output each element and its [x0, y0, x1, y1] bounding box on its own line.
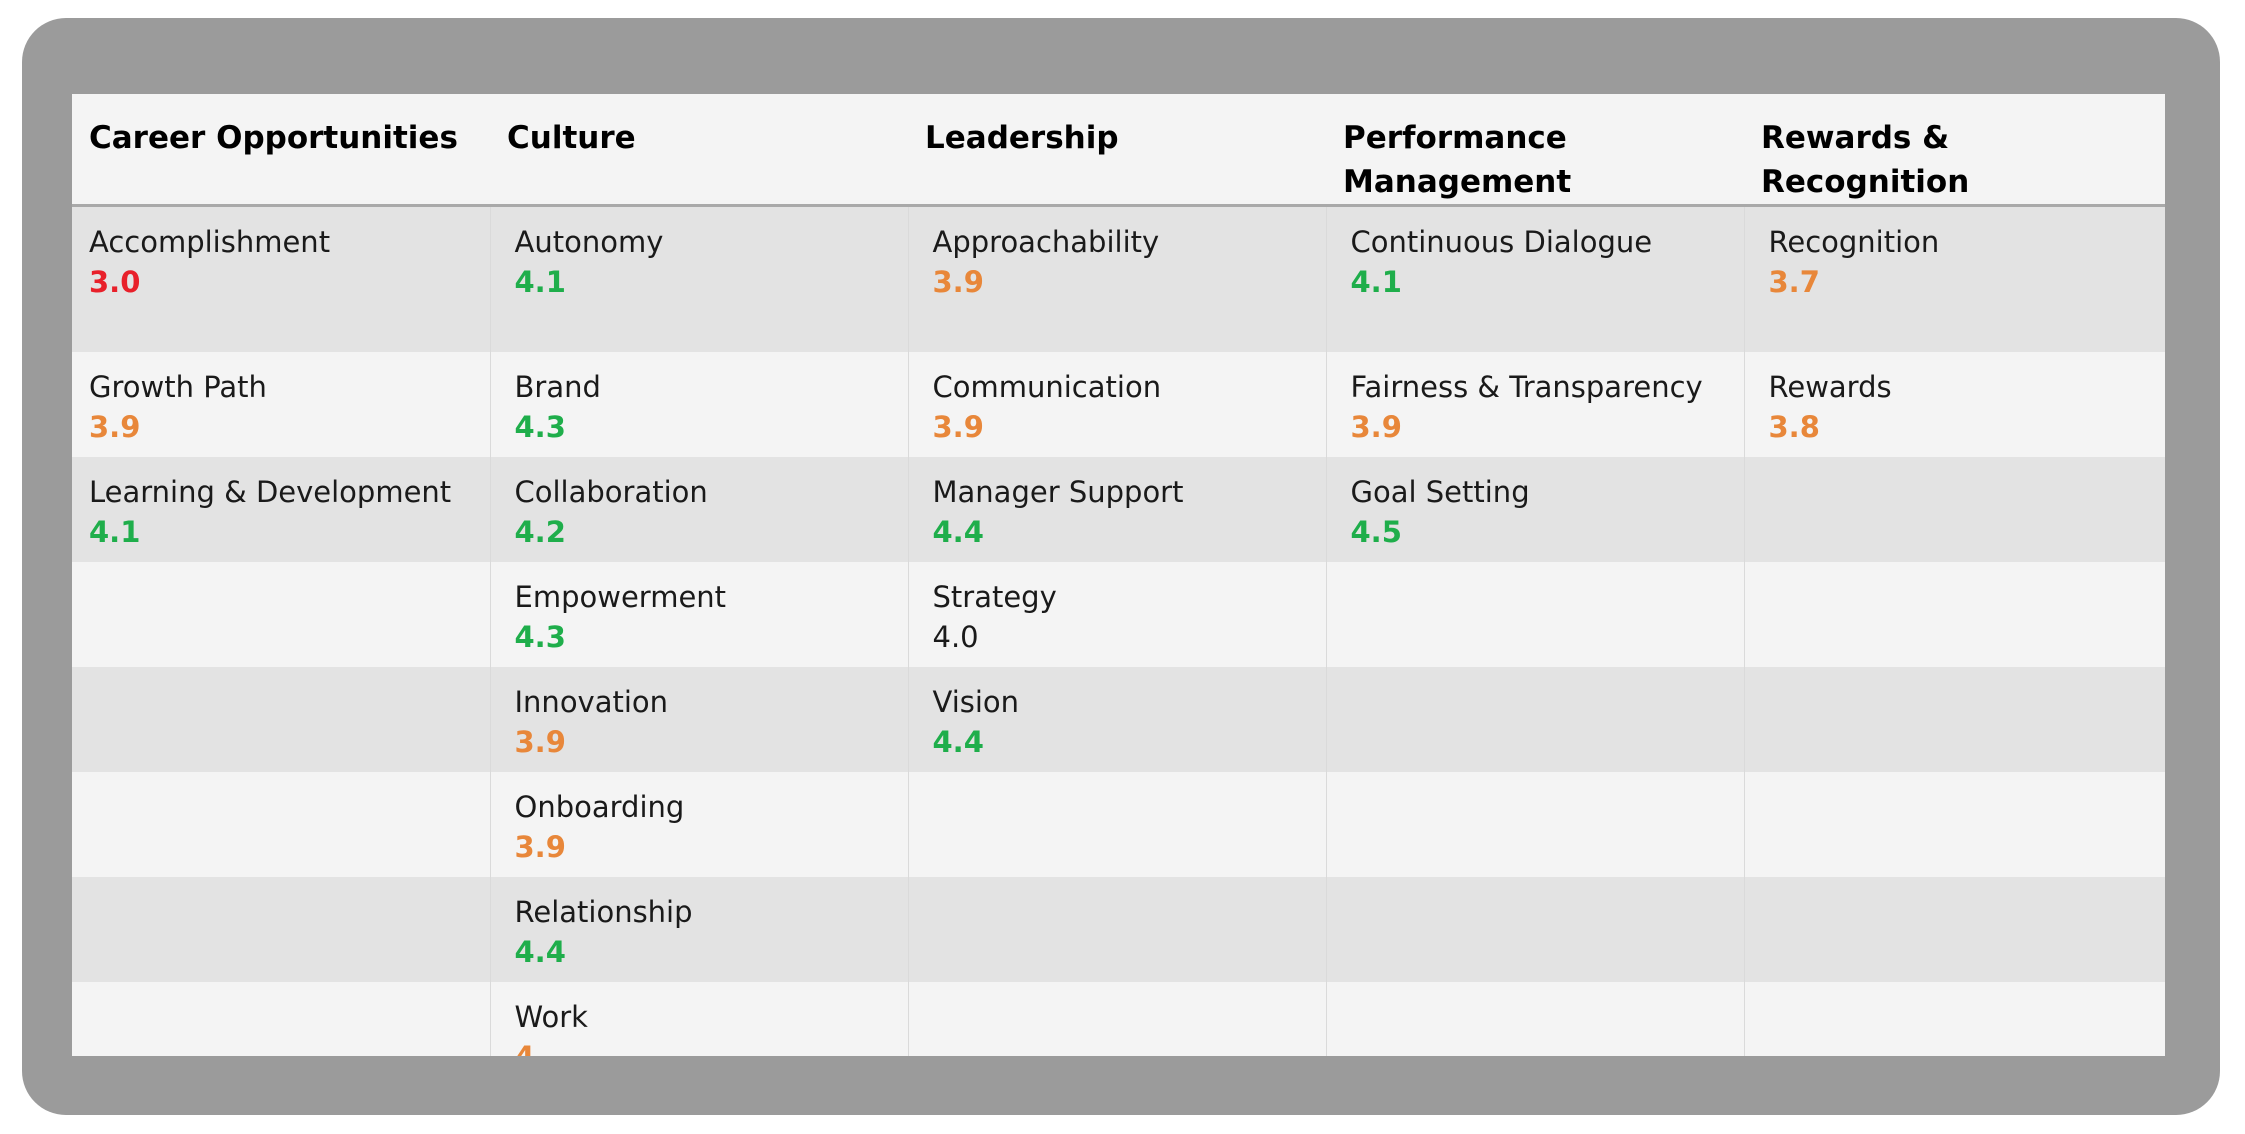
- table-row: Innovation 3.9 Vision 4.4: [72, 666, 2165, 772]
- metric-score: 3.9: [514, 724, 566, 759]
- metric-score: 3.7: [1768, 265, 1820, 299]
- table-cell: Work 4: [490, 981, 909, 1057]
- metric-label: Rewards: [1768, 369, 1892, 404]
- table-cell: Manager Support 4.4: [908, 456, 1327, 562]
- metric-score: 3.9: [514, 829, 566, 864]
- table-cell: Growth Path 3.9: [72, 351, 491, 457]
- metric-label: Empowerment: [514, 579, 727, 614]
- column-header-performance-management: Performance Management: [1326, 94, 1744, 207]
- metric-label: Goal Setting: [1350, 474, 1530, 509]
- metric-score: 4: [515, 1037, 892, 1057]
- metric-label: Recognition: [1768, 225, 1940, 259]
- metric-score: 4.3: [514, 409, 566, 444]
- metric-score: 4.1: [514, 265, 566, 299]
- table-cell: Approachability 3.9: [908, 205, 1327, 352]
- table-cell: Strategy 4.0: [908, 561, 1327, 667]
- metric-label: Continuous Dialogue: [1350, 225, 1653, 259]
- table-cell: [1744, 981, 2165, 1056]
- table-cell: [1326, 981, 1745, 1056]
- metric-score: 4.4: [932, 724, 984, 759]
- metric-label: Learning & Development: [89, 474, 452, 509]
- column-header-career-opportunities: Career Opportunities: [72, 94, 490, 207]
- metric-label: Accomplishment: [89, 225, 331, 259]
- table-cell: Recognition 3.7: [1744, 205, 2165, 352]
- table-cell: Empowerment 4.3: [490, 561, 909, 667]
- table-row: Growth Path 3.9 Brand 4.3 Communication 3.9 Fa…: [72, 351, 2165, 457]
- table-cell: Communication 3.9: [908, 351, 1327, 457]
- table-cell: Rewards 3.8: [1744, 351, 2165, 457]
- metric-score: 4.3: [514, 619, 566, 654]
- table-row: Accomplishment 3.0 Autonomy 4.1 Approachabil…: [72, 205, 2165, 352]
- metric-score: 4.5: [1350, 514, 1402, 549]
- table-cell: [1744, 666, 2165, 772]
- table-cell: Brand 4.3: [490, 351, 909, 457]
- metric-score: 3.9: [89, 409, 141, 444]
- metric-label: Vision: [932, 684, 1020, 719]
- metric-label: Work: [514, 999, 588, 1034]
- table-row: Onboarding 3.9: [72, 771, 2165, 877]
- metric-label: Manager Support: [932, 474, 1184, 509]
- metric-score: 3.8: [1768, 409, 1820, 444]
- column-header-leadership: Leadership: [908, 94, 1326, 207]
- table-cell: [1744, 771, 2165, 877]
- table-cell: Continuous Dialogue 4.1: [1326, 205, 1745, 352]
- metric-score: 4.2: [514, 514, 566, 549]
- metric-score: 3.9: [1350, 409, 1402, 444]
- metric-score: 4.0: [932, 619, 979, 654]
- table-cell: Innovation 3.9: [490, 666, 909, 772]
- table-cell: [72, 666, 491, 772]
- column-header-culture: Culture: [490, 94, 908, 207]
- metric-label: Communication: [932, 369, 1162, 404]
- metric-label: Onboarding: [514, 789, 685, 824]
- table-cell: Collaboration 4.2: [490, 456, 909, 562]
- table-row: Learning & Development 4.1 Collaboration 4.…: [72, 456, 2165, 562]
- metric-label: Growth Path: [89, 369, 267, 404]
- table-cell: [1326, 876, 1745, 982]
- metric-score: 3.9: [932, 265, 984, 299]
- table-cell: [1326, 666, 1745, 772]
- header-row: Career Opportunities Culture Leadership …: [72, 94, 2165, 207]
- metric-label: Autonomy: [514, 225, 664, 259]
- table-cell: [1326, 561, 1745, 667]
- table-cell: [1326, 771, 1745, 877]
- table-cell: [72, 876, 491, 982]
- table-cell: Fairness & Transparency 3.9: [1326, 351, 1745, 457]
- metric-score: 3.0: [89, 265, 141, 299]
- table-cell: Goal Setting 4.5: [1326, 456, 1745, 562]
- table-cell: [908, 771, 1327, 877]
- metric-score: 4.4: [514, 934, 566, 969]
- metric-label: Approachability: [932, 225, 1160, 259]
- metric-label: Collaboration: [514, 474, 708, 509]
- table-cell: [1744, 456, 2165, 562]
- table-row: Relationship 4.4: [72, 876, 2165, 982]
- table-cell: [72, 981, 491, 1056]
- table-cell: [1744, 876, 2165, 982]
- scores-table: Career Opportunities Culture Leadership …: [72, 94, 2165, 1056]
- column-header-rewards-recognition: Rewards & Recognition: [1744, 94, 2165, 207]
- window-frame: Career Opportunities Culture Leadership …: [22, 18, 2220, 1115]
- table-cell: [908, 981, 1327, 1056]
- table-cell: [1744, 561, 2165, 667]
- metric-score: 4.4: [932, 514, 984, 549]
- table-cell: Vision 4.4: [908, 666, 1327, 772]
- table-cell: Learning & Development 4.1: [72, 456, 491, 562]
- metric-label: Innovation: [514, 684, 669, 719]
- table-cell: [72, 771, 491, 877]
- table-cell: [908, 876, 1327, 982]
- table-row: Empowerment 4.3 Strategy 4.0: [72, 561, 2165, 667]
- table-cell: Autonomy 4.1: [490, 205, 909, 352]
- metric-label: Strategy: [932, 579, 1057, 614]
- table-cell: Relationship 4.4: [490, 876, 909, 982]
- metric-label: Relationship: [514, 894, 693, 929]
- metric-score: 3.9: [932, 409, 984, 444]
- table-cell: Onboarding 3.9: [490, 771, 909, 877]
- scores-table-container: Career Opportunities Culture Leadership …: [72, 94, 2165, 1056]
- metric-label: Brand: [514, 369, 601, 404]
- metric-score: 4.1: [89, 514, 141, 549]
- metric-label: Fairness & Transparency: [1350, 369, 1703, 404]
- table-cell: [72, 561, 491, 667]
- table-cell: Accomplishment 3.0: [72, 205, 491, 352]
- table-row: Work 4: [72, 981, 2165, 1057]
- metric-score: 4.1: [1350, 265, 1402, 299]
